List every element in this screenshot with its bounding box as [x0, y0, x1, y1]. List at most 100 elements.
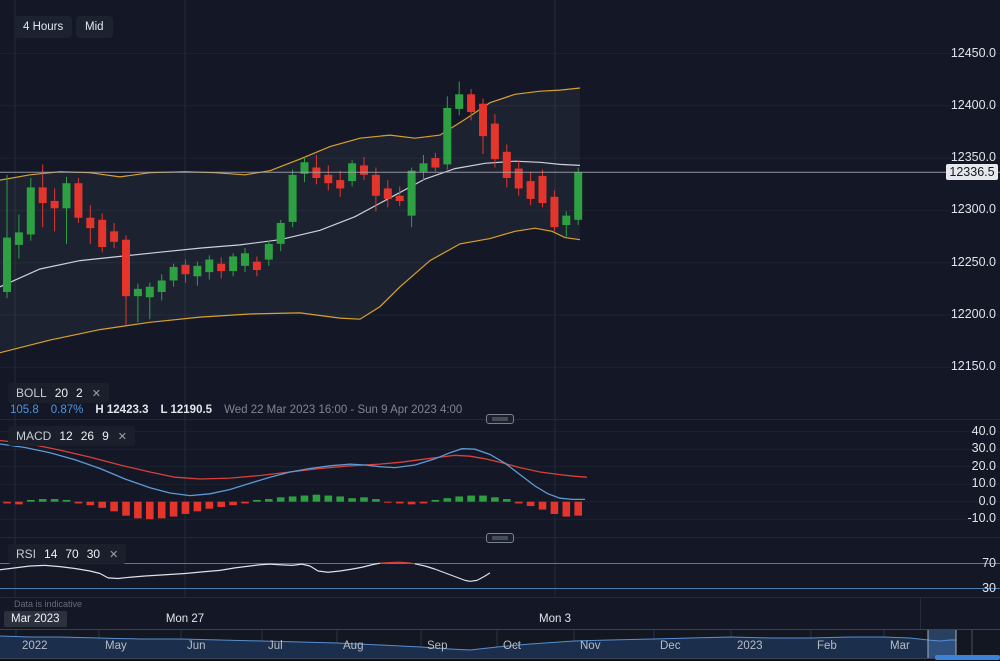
navigator-month-label: 2022 — [22, 640, 48, 652]
rsi-line — [301, 563, 311, 567]
session-low-value: L 12190.5 — [160, 404, 213, 416]
rsi-line — [204, 569, 221, 573]
boll-indicator-legend[interactable]: BOLL 20 2 ✕ — [8, 383, 109, 403]
rsi-line — [129, 575, 146, 578]
data-indicative-footnote: Data is indicative — [14, 599, 83, 609]
navigator-top-border — [0, 629, 1000, 630]
navigator-pane[interactable] — [0, 630, 1000, 658]
boll-close-icon[interactable]: ✕ — [91, 387, 101, 400]
rsi-line — [483, 572, 491, 578]
main-chart-pane[interactable] — [0, 0, 1000, 419]
macd-line — [0, 443, 585, 501]
macd-close-icon[interactable]: ✕ — [117, 430, 127, 443]
rsi-line — [234, 565, 251, 569]
navigator-bottom-border — [0, 658, 1000, 659]
rsi-line — [434, 568, 446, 574]
macd-tick-label: 0.0 — [978, 493, 996, 508]
pane-resize-handle-macd[interactable] — [486, 414, 514, 424]
macd-tick-label: 10.0 — [971, 476, 996, 491]
rsi-close-icon[interactable]: ✕ — [109, 548, 119, 561]
navigator-month-label: Mar — [890, 640, 910, 652]
rsi-line — [99, 572, 109, 579]
boll-period-param: 20 — [54, 386, 69, 400]
current-price-badge: 12336.5 — [946, 164, 998, 180]
rsi-line — [219, 567, 236, 571]
macd-tick-label: 20.0 — [971, 458, 996, 473]
rsi-line — [361, 564, 373, 568]
price-tick-label: 12250.0 — [950, 254, 996, 269]
rsi-line — [371, 562, 381, 566]
rsi-line — [424, 565, 436, 570]
rsi-line — [184, 571, 206, 575]
navigator-month-label: Nov — [580, 640, 601, 652]
rsi-line — [249, 564, 261, 567]
rsi-line — [407, 562, 416, 565]
rsi-line — [144, 574, 166, 577]
rsi-line — [74, 567, 91, 572]
navigator-month-label: Sep — [427, 640, 448, 652]
timeframe-button[interactable]: 4 Hours — [14, 16, 73, 38]
macd-tick-label: -10.0 — [967, 511, 997, 526]
rsi-line — [444, 572, 456, 578]
macd-histogram — [3, 494, 582, 520]
rsi-line — [327, 570, 341, 573]
rsi-line — [0, 567, 16, 571]
navigator-month-label: Oct — [503, 640, 521, 652]
session-high-value: H 12423.3 — [95, 404, 149, 416]
rsi-level-label: 30 — [982, 580, 996, 595]
navigator-month-label: Aug — [343, 640, 364, 652]
rsi-period-param: 14 — [44, 547, 58, 561]
rsi-label: RSI — [16, 547, 37, 561]
rsi-line — [379, 561, 391, 564]
macd-tick-label: 30.0 — [971, 441, 996, 456]
price-source-button[interactable]: Mid — [76, 16, 113, 38]
price-tick-label: 12350.0 — [950, 150, 996, 165]
macd-signal-param: 9 — [102, 429, 109, 443]
navigator-month-label: Jul — [268, 640, 283, 652]
rsi-line — [339, 568, 353, 572]
rsi-line — [309, 565, 319, 572]
rsi-line — [464, 579, 471, 582]
rsi-line — [89, 570, 101, 575]
boll-percent-value: 0.87% — [50, 404, 84, 416]
candlestick-series — [3, 81, 583, 325]
handle-grip-icon — [492, 536, 508, 540]
price-tick-label: 12300.0 — [950, 202, 996, 217]
macd-pane[interactable] — [0, 419, 1000, 537]
pane-divider — [0, 597, 1000, 598]
navigator-area — [0, 636, 956, 658]
rsi-line — [59, 566, 76, 570]
rsi-line — [44, 564, 61, 568]
bollinger-upper-band — [0, 87, 581, 181]
rsi-line — [469, 579, 478, 582]
date-axis-label: Mon 3 — [539, 613, 571, 625]
boll-stdev-param: 2 — [76, 386, 83, 400]
bollinger-lower-band — [0, 227, 581, 354]
navigator-month-label: 2023 — [737, 640, 763, 652]
pane-resize-handle-rsi[interactable] — [486, 533, 514, 543]
navigator-month-label: Dec — [660, 640, 681, 652]
rsi-line — [279, 564, 293, 566]
price-tick-label: 12200.0 — [950, 307, 996, 321]
date-axis-label: Mon 27 — [165, 613, 205, 625]
navigator-selection-window[interactable] — [928, 630, 956, 658]
boll-label: BOLL — [16, 386, 47, 400]
visible-date-range: Wed 22 Mar 2023 16:00 - Sun 9 Apr 2023 4… — [224, 404, 463, 416]
rsi-level-label: 70 — [982, 555, 996, 570]
rsi-line — [454, 576, 466, 581]
price-tick-label: 12150.0 — [950, 359, 996, 374]
rsi-pane[interactable] — [0, 537, 1000, 597]
rsi-line — [117, 576, 131, 580]
rsi-line — [414, 563, 426, 567]
macd-label: MACD — [16, 429, 52, 443]
rsi-overbought-param: 70 — [65, 547, 79, 561]
macd-indicator-legend[interactable]: MACD 12 26 9 ✕ — [8, 426, 135, 446]
boll-values-row: 105.8 0.87% H 12423.3 L 12190.5 Wed 22 M… — [10, 404, 462, 416]
rsi-line — [14, 565, 31, 569]
rsi-line — [259, 563, 271, 566]
rsi-line — [107, 577, 119, 580]
horizontal-scrollbar-thumb[interactable] — [935, 655, 1000, 660]
macd-slow-param: 26 — [80, 429, 95, 443]
rsi-indicator-legend[interactable]: RSI 14 70 30 ✕ — [8, 544, 127, 564]
